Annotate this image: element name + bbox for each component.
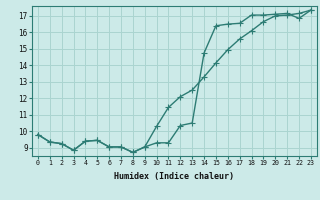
X-axis label: Humidex (Indice chaleur): Humidex (Indice chaleur) [115,172,234,181]
